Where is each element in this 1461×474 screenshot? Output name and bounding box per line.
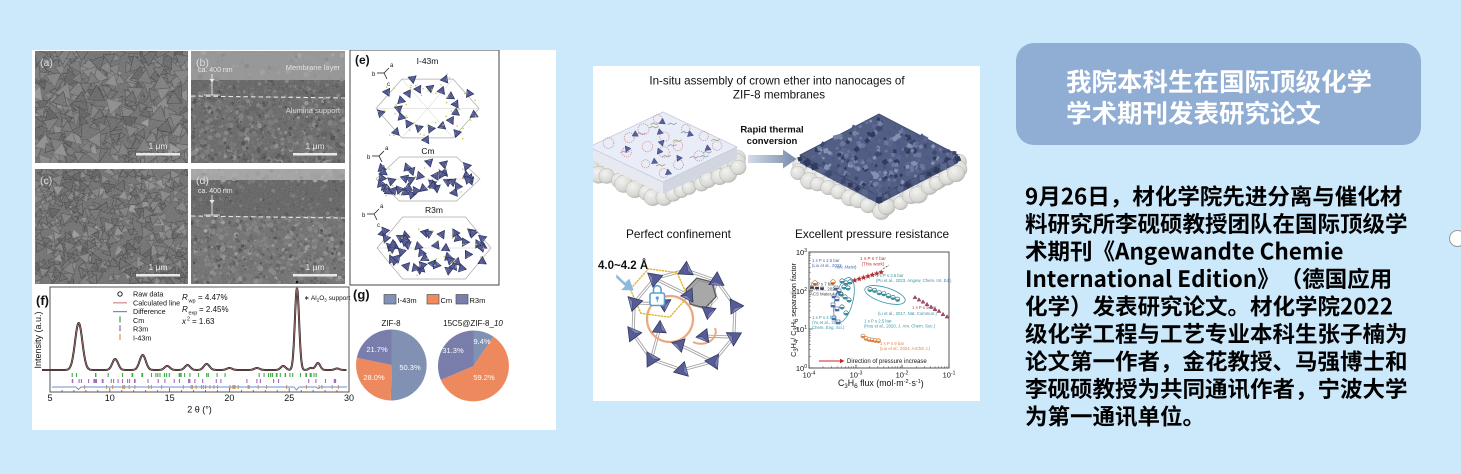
- svg-text:(Liu et al., 2024, AIChE J.): (Liu et al., 2024, AIChE J.): [880, 346, 931, 351]
- svg-text:1 s P s 3.5 bar: 1 s P s 3.5 bar: [876, 273, 904, 278]
- svg-text:Cm: Cm: [133, 316, 144, 325]
- svg-text:Adv. Mater.: Adv. Mater.: [834, 265, 857, 270]
- svg-text:C3H6 flux (mol·m-2·s-1): C3H6 flux (mol·m-2·s-1): [838, 378, 924, 390]
- svg-text:R3m: R3m: [470, 296, 486, 305]
- svg-text:1 μm: 1 μm: [148, 262, 167, 272]
- svg-text:102: 102: [796, 287, 807, 296]
- svg-text:Difference: Difference: [133, 307, 166, 316]
- svg-text:1 s P s 9 bar: 1 s P s 9 bar: [912, 305, 937, 310]
- svg-text:103: 103: [796, 248, 807, 257]
- svg-text:wp: wp: [188, 299, 196, 305]
- svg-text:I-43m: I-43m: [133, 334, 151, 343]
- svg-text:b: b: [367, 155, 371, 161]
- svg-text:conversion: conversion: [747, 136, 798, 147]
- svg-text:ACS Mater. Lett.): ACS Mater. Lett.): [810, 292, 844, 297]
- svg-text:25: 25: [284, 393, 294, 403]
- svg-text:Rapid thermal: Rapid thermal: [740, 125, 803, 136]
- svg-text:∗ Al2O3 support: ∗ Al2O3 support: [304, 295, 350, 302]
- svg-text:Perfect confinement: Perfect confinement: [626, 227, 732, 241]
- svg-text:a: a: [385, 146, 389, 152]
- svg-text:10: 10: [105, 393, 115, 403]
- svg-text:= 4.47%: = 4.47%: [198, 293, 228, 302]
- svg-text:In-situ assembly of crown ethe: In-situ assembly of crown ether into nan…: [649, 75, 905, 88]
- svg-text:(This work): (This work): [862, 262, 885, 267]
- svg-text:c: c: [387, 82, 390, 88]
- svg-text:1 s P s 2.5 bar: 1 s P s 2.5 bar: [864, 319, 892, 324]
- svg-text:R3m: R3m: [425, 205, 443, 215]
- svg-text:ZIF-8 membranes: ZIF-8 membranes: [733, 89, 825, 102]
- svg-text:ca. 400 nm: ca. 400 nm: [198, 188, 233, 195]
- svg-text:R: R: [182, 305, 188, 314]
- svg-text:I-43m: I-43m: [398, 296, 417, 305]
- svg-text:1 s P s 9 bar: 1 s P s 9 bar: [880, 341, 905, 346]
- svg-text:Direction of pressure increase: Direction of pressure increase: [847, 359, 927, 365]
- svg-text:= 1.63: = 1.63: [192, 317, 215, 326]
- svg-text:a: a: [390, 63, 394, 69]
- svg-text:20: 20: [224, 393, 234, 403]
- svg-text:2 θ (°): 2 θ (°): [187, 405, 212, 415]
- svg-text:10-4: 10-4: [803, 371, 816, 380]
- svg-text:15: 15: [165, 393, 175, 403]
- svg-text:(Hou et al., 2020, J. Am. Chem: (Hou et al., 2020, J. Am. Chem. Soc.): [864, 324, 936, 329]
- svg-text:exp: exp: [189, 311, 198, 317]
- svg-text:30: 30: [344, 393, 354, 403]
- svg-text:(c): (c): [40, 175, 52, 187]
- svg-text:1 s P s 4 bar: 1 s P s 4 bar: [812, 315, 837, 320]
- svg-text:Excellent pressure resistance: Excellent pressure resistance: [795, 227, 950, 241]
- svg-text:10-1: 10-1: [943, 371, 956, 380]
- svg-text:1 s P s 2.5 bar: 1 s P s 2.5 bar: [812, 258, 840, 263]
- svg-text:(g): (g): [353, 287, 370, 302]
- svg-text:(Li et al., 2017, Nat. Commun.: (Li et al., 2017, Nat. Commun.): [878, 311, 937, 316]
- svg-text:(Liu et al., 2022,: (Liu et al., 2022,: [812, 263, 843, 268]
- svg-text:(e): (e): [355, 53, 370, 67]
- svg-text:ca. 400 nm: ca. 400 nm: [198, 67, 233, 74]
- svg-text:b: b: [362, 213, 366, 219]
- svg-text:C3H4/ C3H6 separation factor: C3H4/ C3H6 separation factor: [789, 263, 800, 357]
- svg-text:I-43m: I-43m: [417, 56, 439, 66]
- svg-text:10-3: 10-3: [850, 371, 863, 380]
- svg-text:1 μm: 1 μm: [305, 141, 324, 151]
- svg-text:(d): (d): [196, 175, 209, 187]
- svg-text:5: 5: [47, 393, 52, 403]
- svg-text:Membrane layer: Membrane layer: [286, 63, 341, 72]
- svg-text:2: 2: [187, 317, 190, 323]
- svg-text:a: a: [380, 204, 384, 210]
- svg-text:= 2.45%: = 2.45%: [199, 305, 229, 314]
- svg-text:100: 100: [796, 364, 807, 373]
- svg-text:1 μm: 1 μm: [305, 262, 324, 272]
- svg-text:10-2: 10-2: [896, 371, 909, 380]
- svg-text:ZIF-8: ZIF-8: [381, 319, 401, 328]
- svg-text:15C5@ZIF-8_10: 15C5@ZIF-8_10: [443, 319, 503, 328]
- svg-text:b: b: [372, 72, 376, 78]
- svg-text:(Pu et al., 2023, Angew. Chem.: (Pu et al., 2023, Angew. Chem. Int. Ed.): [876, 278, 952, 283]
- svg-text:): ): [855, 265, 857, 270]
- svg-text:Cm: Cm: [421, 146, 434, 156]
- svg-text:R: R: [182, 293, 188, 302]
- svg-text:101: 101: [796, 325, 807, 334]
- svg-text:1 s P s 7 bar: 1 s P s 7 bar: [810, 282, 835, 287]
- svg-text:(b): (b): [196, 57, 209, 69]
- svg-text:1 s P s 7 bar: 1 s P s 7 bar: [860, 256, 886, 261]
- svg-text:x: x: [181, 317, 187, 326]
- svg-text:Cm: Cm: [441, 296, 453, 305]
- svg-text:4.0~4.2 Å: 4.0~4.2 Å: [598, 259, 648, 272]
- svg-text:Chem. Eng. Sci.): Chem. Eng. Sci.): [812, 325, 845, 330]
- svg-text:(Ji et al., 2022,: (Ji et al., 2022,: [810, 287, 838, 292]
- svg-text:(a): (a): [40, 57, 53, 69]
- svg-text:Calculated line: Calculated line: [133, 298, 180, 307]
- svg-text:Raw data: Raw data: [133, 290, 163, 299]
- svg-text:Alumina support: Alumina support: [286, 106, 341, 115]
- svg-text:(f): (f): [36, 293, 49, 308]
- svg-text:(Yu et al., 2016,: (Yu et al., 2016,: [812, 320, 842, 325]
- svg-text:Intensity (a.u.): Intensity (a.u.): [33, 311, 43, 368]
- svg-text:R3m: R3m: [133, 325, 148, 334]
- svg-text:1 μm: 1 μm: [148, 141, 167, 151]
- svg-text:c: c: [377, 223, 380, 229]
